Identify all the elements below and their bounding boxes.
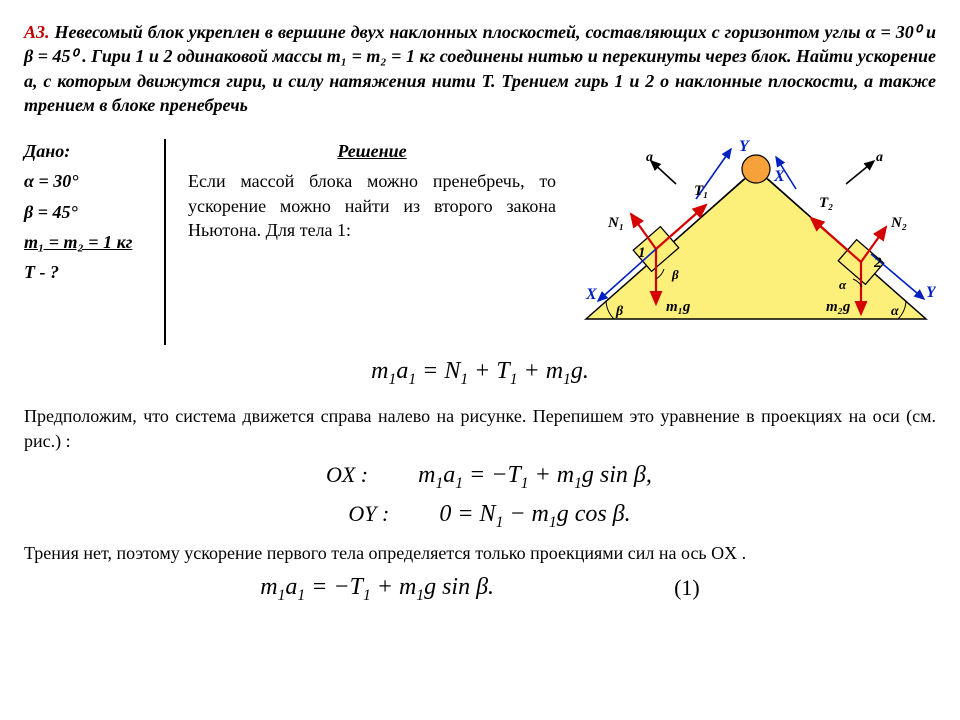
ox-label: OX : bbox=[308, 460, 368, 490]
equation-ox: m1a1 = −T1 + m1g sin β, bbox=[418, 459, 652, 494]
label-m2g: m₂g bbox=[826, 299, 851, 315]
given-title: Дано: bbox=[24, 139, 154, 163]
paragraph-3: Трения нет, поэтому ускорение первого те… bbox=[24, 541, 936, 565]
equation-number-1: (1) bbox=[674, 573, 700, 603]
label-alpha-body: α bbox=[839, 277, 847, 292]
accel-a2 bbox=[846, 161, 874, 184]
label-beta-body: β bbox=[671, 267, 679, 282]
main-row: Дано: α = 30° β = 45° m₁ = m₂ = 1 кг T -… bbox=[24, 139, 936, 345]
pulley-icon bbox=[742, 155, 770, 183]
equation-oy: 0 = N1 − m1g cos β. bbox=[439, 498, 630, 533]
diagram: Y Y X X a a N₁ N₂ T₁ T₂ m₁g m₂g 1 2 β α … bbox=[576, 139, 936, 345]
solution-block: Решение Если массой блока можно пренебре… bbox=[178, 139, 564, 345]
label-beta-base: β bbox=[615, 304, 624, 319]
equation-final: m1a1 = −T1 + m1g sin β. bbox=[260, 571, 494, 606]
problem-statement: А3. Невесомый блок укреплен в вершине дв… bbox=[24, 20, 936, 117]
paragraph-2: Предположим, что система движется справа… bbox=[24, 404, 936, 453]
label-Y1: Y bbox=[739, 139, 750, 155]
label-mass1: 1 bbox=[638, 245, 646, 261]
label-X2: X bbox=[773, 168, 785, 185]
physics-diagram-svg: Y Y X X a a N₁ N₂ T₁ T₂ m₁g m₂g 1 2 β α … bbox=[576, 139, 936, 339]
given-mass: m₁ = m₂ = 1 кг bbox=[24, 230, 154, 254]
label-mass2: 2 bbox=[873, 255, 882, 271]
label-T2: T₂ bbox=[819, 195, 833, 211]
given-find: T - ? bbox=[24, 260, 154, 284]
equation-ox-row: OX : m1a1 = −T1 + m1g sin β, bbox=[24, 459, 936, 494]
given-block: Дано: α = 30° β = 45° m₁ = m₂ = 1 кг T -… bbox=[24, 139, 166, 345]
given-beta: β = 45° bbox=[24, 200, 154, 224]
problem-number: А3. bbox=[24, 22, 50, 42]
label-T1: T₁ bbox=[694, 183, 708, 199]
label-N1: N₁ bbox=[607, 215, 624, 231]
label-m1g: m₁g bbox=[666, 299, 691, 315]
solution-title: Решение bbox=[188, 139, 556, 163]
oy-label: OY : bbox=[329, 499, 389, 529]
equation-1: m1a1 = N1 + T1 + m1g. bbox=[24, 355, 936, 390]
solution-text-1: Если массой блока можно пренебречь, то у… bbox=[188, 169, 556, 242]
label-alpha-base: α bbox=[891, 304, 899, 319]
problem-text: Невесомый блок укреплен в вершине двух н… bbox=[24, 22, 936, 115]
label-Y2: Y bbox=[926, 284, 936, 301]
given-alpha: α = 30° bbox=[24, 169, 154, 193]
label-N2: N₂ bbox=[890, 215, 907, 231]
equation-final-row: m1a1 = −T1 + m1g sin β. (1) bbox=[24, 571, 936, 606]
label-X1: X bbox=[585, 286, 597, 303]
label-a1: a bbox=[646, 150, 653, 165]
equation-oy-row: OY : 0 = N1 − m1g cos β. bbox=[24, 498, 936, 533]
label-a2: a bbox=[876, 150, 883, 165]
accel-a1 bbox=[651, 161, 676, 184]
